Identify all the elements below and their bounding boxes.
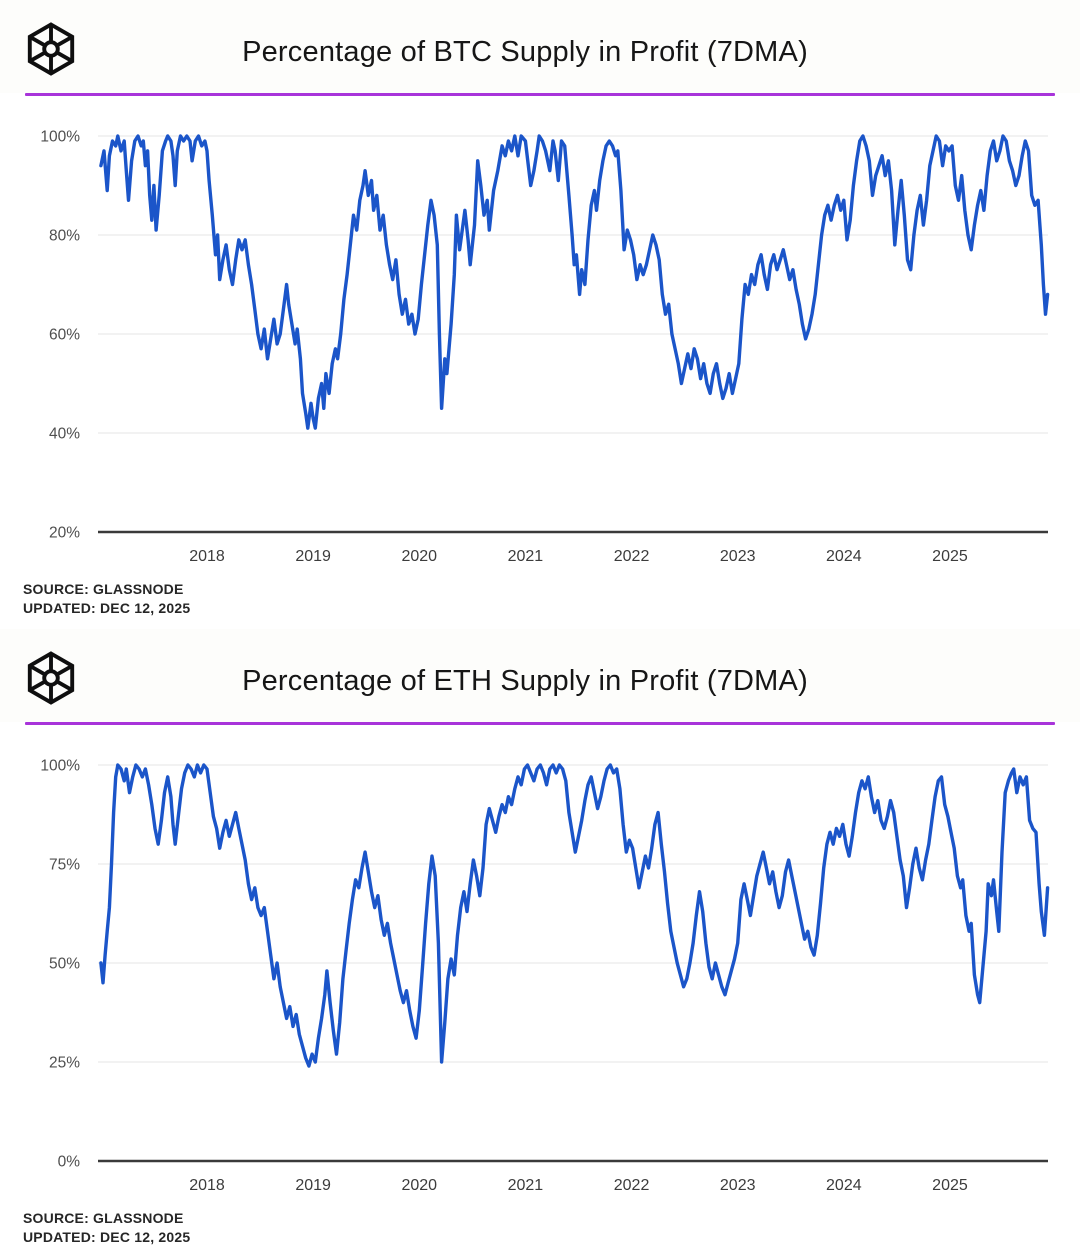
x-tick-label: 2019 <box>295 1177 331 1194</box>
y-tick-label: 80% <box>49 228 80 245</box>
eth-series-line <box>99 763 1050 1068</box>
glassnode-logo-icon <box>22 649 80 707</box>
x-tick-label: 2022 <box>614 548 650 565</box>
btc-panel-header: Percentage of BTC Supply in Profit (7DMA… <box>0 0 1080 93</box>
eth-chart-canvas: 100% 75% 50% 25% 0% 2018 2019 2020 2021 2022 2023 2… <box>40 758 1050 1194</box>
x-tick-label: 2025 <box>932 1177 968 1194</box>
glassnode-logo-icon <box>22 20 80 78</box>
x-tick-label: 2023 <box>720 548 756 565</box>
updated-line: UPDATED: DEC 12, 2025 <box>23 1228 191 1245</box>
btc-source-caption: SOURCE: GLASSNODE UPDATED: DEC 12, 2025 <box>23 580 1080 617</box>
btc-chart-title: Percentage of BTC Supply in Profit (7DMA… <box>242 36 808 68</box>
y-tick-label: 25% <box>49 1055 80 1072</box>
x-tick-label: 2018 <box>189 1177 225 1194</box>
x-tick-label: 2020 <box>401 548 437 565</box>
y-tick-label: 0% <box>58 1154 81 1171</box>
x-tick-label: 2020 <box>401 1177 437 1194</box>
x-tick-label: 2018 <box>189 548 225 565</box>
y-tick-label: 75% <box>49 857 80 874</box>
header-divider <box>25 722 1055 725</box>
eth-panel-header: Percentage of ETH Supply in Profit (7DMA… <box>0 629 1080 722</box>
btc-chart-area: 100% 80% 60% 40% 20% 2018 2019 2020 2021 2022 2023… <box>0 96 1080 578</box>
x-tick-label: 2024 <box>826 548 862 565</box>
y-tick-label: 40% <box>49 426 80 443</box>
source-line: SOURCE: GLASSNODE <box>23 581 184 597</box>
eth-source-caption: SOURCE: GLASSNODE UPDATED: DEC 12, 2025 <box>23 1209 1080 1246</box>
x-tick-label: 2024 <box>826 1177 862 1194</box>
x-tick-label: 2022 <box>614 1177 650 1194</box>
btc-series-line <box>99 134 1050 430</box>
y-tick-label: 100% <box>40 758 80 775</box>
eth-chart-area: 100% 75% 50% 25% 0% 2018 2019 2020 2021 2022 2023 2… <box>0 725 1080 1207</box>
eth-panel: Percentage of ETH Supply in Profit (7DMA… <box>0 629 1080 1258</box>
y-tick-label: 100% <box>40 129 80 146</box>
y-tick-label: 60% <box>49 327 80 344</box>
eth-chart-title: Percentage of ETH Supply in Profit (7DMA… <box>242 665 808 697</box>
btc-chart-canvas: 100% 80% 60% 40% 20% 2018 2019 2020 2021 2022 2023… <box>40 129 1050 565</box>
x-tick-label: 2021 <box>508 548 544 565</box>
y-tick-label: 50% <box>49 956 80 973</box>
x-tick-label: 2019 <box>295 548 331 565</box>
x-tick-label: 2021 <box>508 1177 544 1194</box>
x-tick-label: 2025 <box>932 548 968 565</box>
btc-panel: Percentage of BTC Supply in Profit (7DMA… <box>0 0 1080 629</box>
header-divider <box>25 93 1055 96</box>
x-tick-label: 2023 <box>720 1177 756 1194</box>
updated-line: UPDATED: DEC 12, 2025 <box>23 599 191 616</box>
y-tick-label: 20% <box>49 525 80 542</box>
source-line: SOURCE: GLASSNODE <box>23 1210 184 1226</box>
